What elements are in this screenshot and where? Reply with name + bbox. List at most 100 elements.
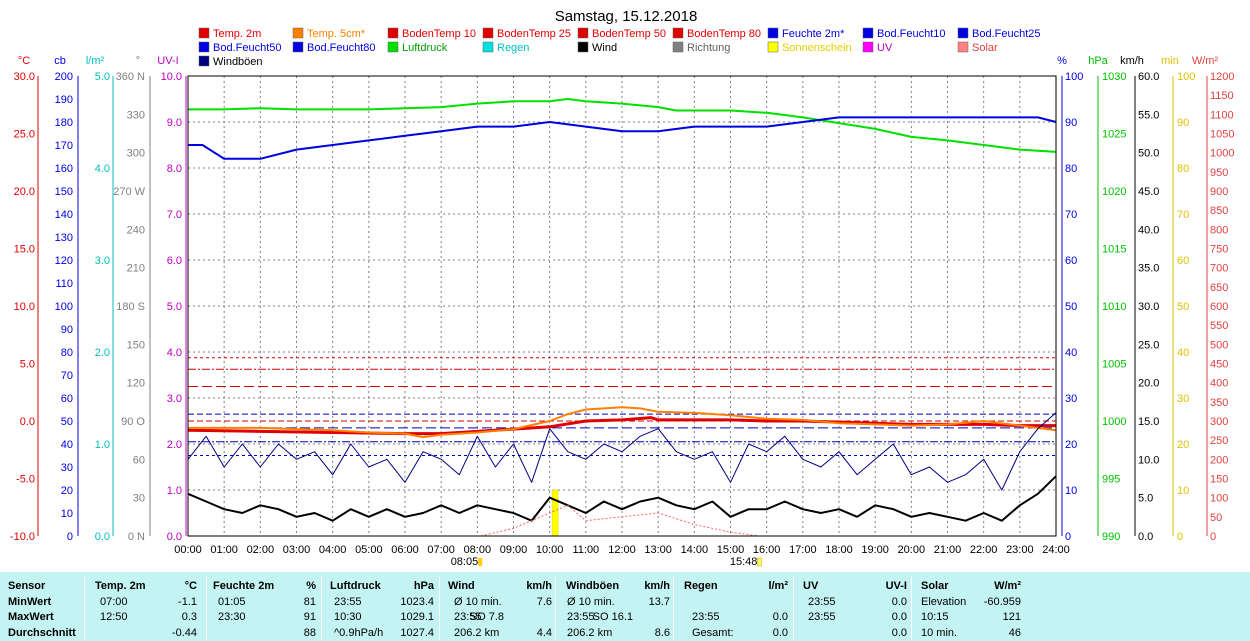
axis-tick-label: 50 bbox=[1065, 301, 1077, 313]
axis-tick-label: 10 bbox=[1065, 485, 1077, 497]
summary-unit-solar: W/m² bbox=[994, 580, 1021, 592]
axis-tick-label: 1015 bbox=[1102, 244, 1126, 256]
summary-row-label: MinWert bbox=[8, 596, 52, 608]
summary-unit-uv: UV-I bbox=[885, 580, 907, 592]
summary-value-wind: Ø 10 min. bbox=[454, 596, 502, 608]
legend-item: Bod.Feucht80 bbox=[292, 41, 376, 54]
x-tick-label: 17:00 bbox=[789, 544, 817, 556]
legend-item: Richtung bbox=[672, 41, 730, 54]
axis-tick-label: 120 bbox=[55, 255, 73, 267]
plot-area: 00:00 01:00 02:00 03:00 04:00 05:00 06:00 07:00… bbox=[174, 75, 1070, 568]
summary-header-rain: Regen bbox=[684, 580, 718, 592]
x-tick-label: 02:00 bbox=[247, 544, 275, 556]
axis-tick-label: 1030 bbox=[1102, 71, 1126, 83]
axis-tick-label: 90 bbox=[61, 324, 73, 336]
axis-tick-label: 15.0 bbox=[1138, 416, 1159, 428]
axis-tick-label: 1020 bbox=[1102, 186, 1126, 198]
sunset-marker bbox=[757, 557, 762, 567]
summary-value-solar: 46 bbox=[1008, 627, 1021, 639]
axis-tick-label: 990 bbox=[1102, 531, 1120, 543]
axis-tick-label: 45.0 bbox=[1138, 186, 1159, 198]
axis-tick-label: 300 bbox=[127, 148, 145, 160]
summary-value-solar: 10 min. bbox=[921, 627, 958, 639]
summary-value-gust: SO 16.1 bbox=[592, 611, 633, 623]
x-tick-label: 09:00 bbox=[500, 544, 528, 556]
legend-item: Regen bbox=[482, 41, 529, 54]
summary-unit-hum: % bbox=[306, 580, 316, 592]
x-tick-label: 23:00 bbox=[1006, 544, 1034, 556]
axis-tick-label: 400 bbox=[1210, 378, 1228, 390]
legend-label: Feuchte 2m* bbox=[782, 28, 845, 40]
legend-label: Richtung bbox=[687, 42, 730, 54]
summary-value-rain: 0.0 bbox=[772, 627, 788, 639]
legend-swatch bbox=[577, 41, 589, 53]
axis-unit: °C bbox=[18, 55, 30, 67]
axis-tick-label: 995 bbox=[1102, 474, 1120, 486]
summary-row-label: MaxWert bbox=[8, 611, 54, 623]
legend-item: Solar bbox=[957, 41, 998, 54]
x-tick-label: 20:00 bbox=[898, 544, 926, 556]
legend-label: Wind bbox=[592, 42, 617, 54]
summary-value-gust: 206.2 km bbox=[567, 627, 613, 639]
axis-tick-label: 700 bbox=[1210, 263, 1228, 275]
summary-separator bbox=[84, 576, 85, 640]
legend-swatch bbox=[672, 41, 684, 53]
chart-title: Samstag, 15.12.2018 bbox=[555, 8, 698, 25]
summary-value-press: 1029.1 bbox=[400, 611, 434, 623]
legend-item: BodenTemp 80 bbox=[672, 27, 761, 40]
summary-value-wind: 7.6 bbox=[536, 596, 552, 608]
axis-tick-label: 55.0 bbox=[1138, 109, 1159, 121]
legend-swatch bbox=[957, 41, 969, 53]
x-tick-label: 11:00 bbox=[572, 544, 599, 556]
axis-tick-label: 300 bbox=[1210, 416, 1228, 428]
sunrise-label: 08:05 bbox=[451, 556, 479, 568]
legend-label: Bod.Feucht50 bbox=[213, 42, 282, 54]
legend-swatch bbox=[577, 27, 589, 39]
axis-tick-label: 80 bbox=[1065, 163, 1077, 175]
axis-tick-label: 1.0 bbox=[95, 439, 110, 451]
axis-tick-label: 8.0 bbox=[167, 163, 182, 175]
legend-swatch bbox=[957, 27, 969, 39]
x-tick-label: 18:00 bbox=[825, 544, 853, 556]
weather-chart: Samstag, 15.12.2018 Temp. 2m Temp. 5cm* Bo… bbox=[10, 8, 1235, 568]
axis-tick-label: 90 O bbox=[121, 416, 145, 428]
legend-label: Bod.Feucht80 bbox=[307, 42, 376, 54]
legend-item: Sonnenschein bbox=[767, 41, 852, 54]
axis-tick-label: 60 bbox=[1177, 255, 1189, 267]
legend-item: UV bbox=[862, 41, 893, 54]
axis-tick-label: 40 bbox=[61, 439, 73, 451]
summary-value-uv: 23:55 bbox=[808, 596, 836, 608]
axis-tick-label: -10.0 bbox=[10, 531, 35, 543]
axis-tick-label: 10 bbox=[1177, 485, 1189, 497]
axis-tick-label: 15.0 bbox=[14, 244, 35, 256]
axis-tick-label: 10.0 bbox=[1138, 454, 1159, 466]
series-feuchte-2m bbox=[188, 116, 1057, 160]
axis-tick-label: 200 bbox=[1210, 454, 1228, 466]
legend-swatch bbox=[292, 41, 304, 53]
summary-separator bbox=[206, 576, 207, 640]
summary-value-hum: 81 bbox=[303, 596, 316, 608]
summary-value-temp: -0.44 bbox=[171, 627, 197, 639]
axis-tick-label: 190 bbox=[55, 94, 73, 106]
summary-header-gust: Windböen bbox=[566, 580, 620, 592]
axis-unit: % bbox=[1057, 55, 1067, 67]
axis-tick-label: 150 bbox=[55, 186, 73, 198]
axis-tick-label: 90 bbox=[1065, 117, 1077, 129]
summary-value-wind: SO 7.8 bbox=[469, 611, 504, 623]
x-tick-label: 04:00 bbox=[319, 544, 347, 556]
axis-tick-label: 600 bbox=[1210, 301, 1228, 313]
axis-tick-label: 5.0 bbox=[95, 71, 110, 83]
legend-swatch bbox=[767, 27, 779, 39]
legend-item: Bod.Feucht50 bbox=[198, 41, 282, 54]
axis-tick-label: 25.0 bbox=[1138, 339, 1159, 351]
legend-label: UV bbox=[877, 42, 893, 54]
legend-swatch bbox=[672, 27, 684, 39]
summary-value-uv: 0.0 bbox=[891, 611, 907, 623]
summary-value-gust: 13.7 bbox=[648, 596, 670, 608]
axis-wind: km/h 60.0 55.0 50.0 45.0 40.0 35.0 30.0 25.0 20.0… bbox=[1120, 55, 1159, 543]
axis-tick-label: 10.0 bbox=[14, 301, 35, 313]
axis-unit: km/h bbox=[1120, 55, 1144, 67]
legend-item: BodenTemp 50 bbox=[577, 27, 666, 40]
axis-tick-label: 0 bbox=[1177, 531, 1183, 543]
